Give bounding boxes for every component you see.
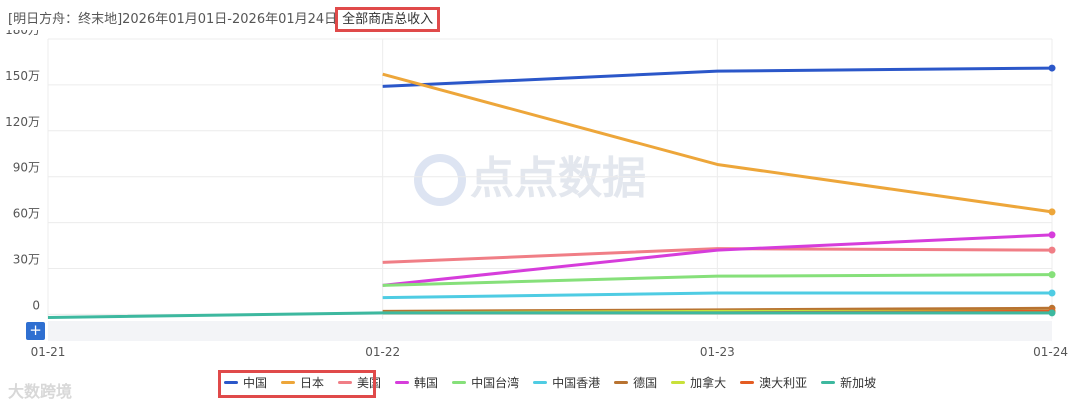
legend-item[interactable]: 澳大利亚: [740, 374, 807, 391]
legend-item[interactable]: 韩国: [395, 374, 438, 391]
chart-legend: 中国 日本 美国 韩国 中国台湾 中国香港 德国 加拿大 澳大利亚 新加坡: [218, 370, 890, 398]
x-tick-label: 01-23: [700, 345, 735, 359]
y-tick-label: 30万: [13, 253, 40, 267]
legend-swatch-icon: [671, 381, 686, 384]
series-line: [382, 66, 1053, 88]
center-watermark: 点点数据: [470, 153, 646, 204]
legend-swatch-icon: [338, 381, 353, 384]
data-point: [1048, 64, 1056, 72]
legend-swatch-icon: [740, 381, 755, 384]
series-line: [47, 311, 1052, 319]
legend-item[interactable]: 中国台湾: [452, 374, 519, 391]
legend-item[interactable]: 加拿大: [671, 374, 726, 391]
legend-swatch-icon: [821, 381, 836, 384]
legend-item[interactable]: 日本: [281, 374, 324, 391]
legend-item[interactable]: 德国: [614, 374, 657, 391]
axis-band: [48, 321, 1052, 341]
y-tick-label: 150万: [5, 69, 40, 83]
y-tick-label: 60万: [13, 207, 40, 221]
legend-label: 中国: [243, 376, 268, 390]
legend-label: 中国香港: [552, 376, 601, 390]
data-point: [1048, 309, 1056, 317]
legend-label: 新加坡: [840, 376, 877, 390]
x-tick-label: 01-22: [365, 345, 400, 359]
title-prefix: [明日方舟：终末地]2026年01月01日-2026年01月24日: [8, 12, 338, 27]
legend-label: 日本: [300, 376, 325, 390]
legend-item[interactable]: 中国: [224, 374, 267, 391]
data-point: [1048, 231, 1056, 239]
legend-swatch-icon: [452, 381, 467, 384]
legend-swatch-icon: [281, 381, 296, 384]
legend-item[interactable]: 新加坡: [821, 374, 876, 391]
legend-swatch-icon: [224, 381, 238, 384]
x-tick-label: 01-24: [1033, 345, 1068, 359]
legend-label: 澳大利亚: [759, 376, 808, 390]
y-tick-label: 90万: [13, 161, 40, 175]
legend-swatch-icon: [533, 381, 548, 384]
line-chart: 点点数据 0 30万 60万 90万 120万 150万 180万 01-21 01-22 01-2…: [5, 30, 1068, 359]
y-tick-label: 0: [32, 298, 40, 312]
metric-highlight: 全部商店总收入: [335, 7, 441, 32]
corner-watermark: 大数跨境: [8, 382, 73, 401]
legend-swatch-icon: [614, 381, 629, 384]
y-tick-label: 180万: [5, 30, 40, 37]
data-point: [1048, 271, 1056, 279]
x-tick-label: 01-21: [31, 345, 66, 359]
legend-highlight: [218, 370, 376, 398]
watermark-logo-icon: [414, 154, 466, 206]
data-point: [1048, 289, 1056, 297]
legend-label: 中国台湾: [471, 376, 520, 390]
series-line: [382, 291, 1052, 300]
series-line: [382, 72, 1053, 214]
series-line: [382, 233, 1053, 287]
legend-label: 加拿大: [690, 376, 727, 390]
series-line: [382, 306, 1053, 313]
legend-label: 韩国: [414, 376, 439, 390]
series-line: [382, 273, 1053, 287]
series-line: [382, 247, 1053, 264]
add-button[interactable]: +: [26, 322, 45, 340]
legend-item[interactable]: 中国香港: [533, 374, 600, 391]
data-point: [1048, 208, 1056, 216]
chart-title: [明日方舟：终末地]2026年01月01日-2026年01月24日 全部商店总收入: [8, 7, 441, 32]
legend-swatch-icon: [395, 381, 410, 384]
y-tick-label: 120万: [5, 115, 40, 129]
data-point: [1048, 246, 1056, 254]
legend-label: 德国: [633, 376, 658, 390]
